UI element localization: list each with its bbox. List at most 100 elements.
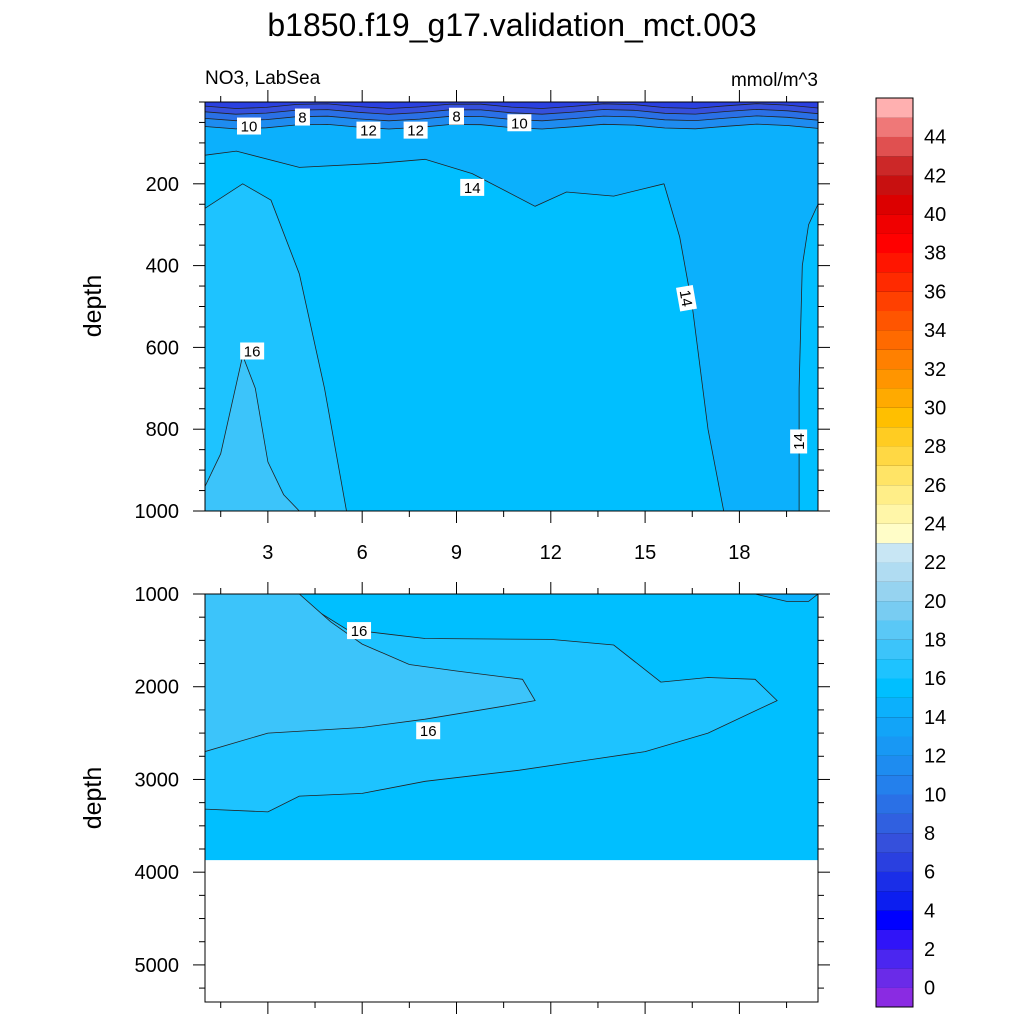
contour-label: 12 [356,121,381,140]
svg-text:14: 14 [791,433,808,450]
colorbar-swatch [876,620,913,640]
contour-label: 12 [403,121,428,140]
colorbar: 0246810121416182022242628303234363840424… [875,97,946,1008]
subtitle-units: mmol/m^3 [731,70,818,91]
colorbar-tick-label: 10 [924,784,946,806]
contour-label: 8 [294,108,310,127]
colorbar-swatch [876,426,913,447]
svg-text:10: 10 [241,119,258,136]
colorbar-swatch [876,639,913,660]
y-tick-label: 2000 [135,677,180,699]
contour-label: 10 [237,117,262,136]
colorbar-tick-label: 12 [924,746,946,768]
colorbar-swatch [876,581,913,602]
y-tick-label: 400 [146,256,179,278]
colorbar-swatch [876,678,913,698]
lower-region-18 [205,594,536,752]
colorbar-swatch [876,407,913,428]
colorbar-swatch [876,504,913,524]
upper-panel: 200 400 600 800 1000 3 6 9 12 15 18 8 8 10 10 12 12 14 14 1… [135,90,830,564]
colorbar-swatch [876,446,913,466]
colorbar-swatch [876,948,913,969]
x-tick-label: 18 [728,542,750,564]
contour-label: 14 [790,429,808,454]
svg-text:14: 14 [676,289,696,308]
colorbar-tick-label: 32 [924,359,946,381]
colorbar-tick-label: 6 [924,862,935,884]
surface-6 [205,102,818,109]
colorbar-swatch [876,794,913,814]
contour-label: 8 [448,107,464,126]
colorbar-tick-label: 14 [924,707,946,729]
svg-text:16: 16 [420,723,437,740]
colorbar-swatch [876,252,913,273]
colorbar-swatch [876,349,913,370]
y-tick-label: 1000 [135,584,180,606]
colorbar-tick-label: 20 [924,591,946,613]
colorbar-swatch [876,716,913,737]
contour-label: 10 [507,114,532,132]
colorbar-swatch [876,910,913,930]
chart-title: b1850.f19_g17.validation_mct.003 [267,7,756,43]
colorbar-tick-label: 4 [924,900,935,922]
x-tick-label: 12 [540,542,562,564]
svg-text:8: 8 [452,109,460,126]
colorbar-swatch [876,214,913,234]
x-tick-label: 15 [634,542,656,564]
colorbar-tick-label: 26 [924,475,946,497]
colorbar-swatch [876,697,913,718]
colorbar-swatch [876,310,913,331]
colorbar-swatch [876,929,913,950]
colorbar-tick-label: 36 [924,281,946,303]
colorbar-swatch [876,813,913,834]
svg-text:12: 12 [360,123,377,140]
y-tick-label: 200 [146,174,179,196]
x-tick-label: 9 [451,542,462,564]
colorbar-swatch [876,658,913,679]
contour-label: 14 [676,284,697,312]
colorbar-tick-label: 44 [924,127,946,149]
colorbar-swatch [876,968,913,988]
contour-label: 16 [347,622,372,640]
colorbar-frame [875,97,914,1008]
lower-panel: 1000 2000 3000 4000 5000 16 16 [135,582,830,1014]
colorbar-tick-label: 24 [924,513,946,535]
colorbar-swatch [876,542,913,563]
colorbar-swatch [876,465,913,486]
y-tick-label: 800 [146,419,179,441]
colorbar-tick-label: 0 [924,978,935,1000]
colorbar-tick-label: 18 [924,630,946,652]
colorbar-swatch [876,175,913,196]
contour-label: 14 [460,178,485,197]
colorbar-swatch [876,774,913,795]
svg-text:14: 14 [464,180,481,197]
colorbar-swatch [876,871,913,892]
colorbar-swatch [876,98,913,118]
contour-label: 16 [416,722,441,740]
colorbar-swatch [876,562,913,582]
colorbar-swatch [876,117,913,137]
colorbar-tick-label: 38 [924,243,946,265]
y-tick-label: 4000 [135,862,180,884]
colorbar-tick-label: 2 [924,939,935,961]
colorbar-swatch [876,291,913,312]
lower-region-12 [755,594,818,602]
colorbar-swatch [876,832,913,853]
colorbar-tick-label: 40 [924,204,946,226]
colorbar-swatch [876,272,913,292]
colorbar-tick-label: 28 [924,436,946,458]
y-tick-label: 600 [146,337,179,359]
y-tick-label: 3000 [135,769,180,791]
svg-text:16: 16 [351,623,368,640]
colorbar-swatch [876,156,913,176]
svg-text:8: 8 [298,110,306,127]
subtitle-variable: NO3, LabSea [205,68,321,89]
upper-region-right [664,102,818,511]
colorbar-swatch [876,136,913,157]
contour-label: 16 [240,342,265,360]
x-tick-label: 3 [262,542,273,564]
colorbar-swatch [876,233,913,254]
svg-text:12: 12 [407,123,424,140]
lower-y-axis-label: depth [79,767,107,830]
